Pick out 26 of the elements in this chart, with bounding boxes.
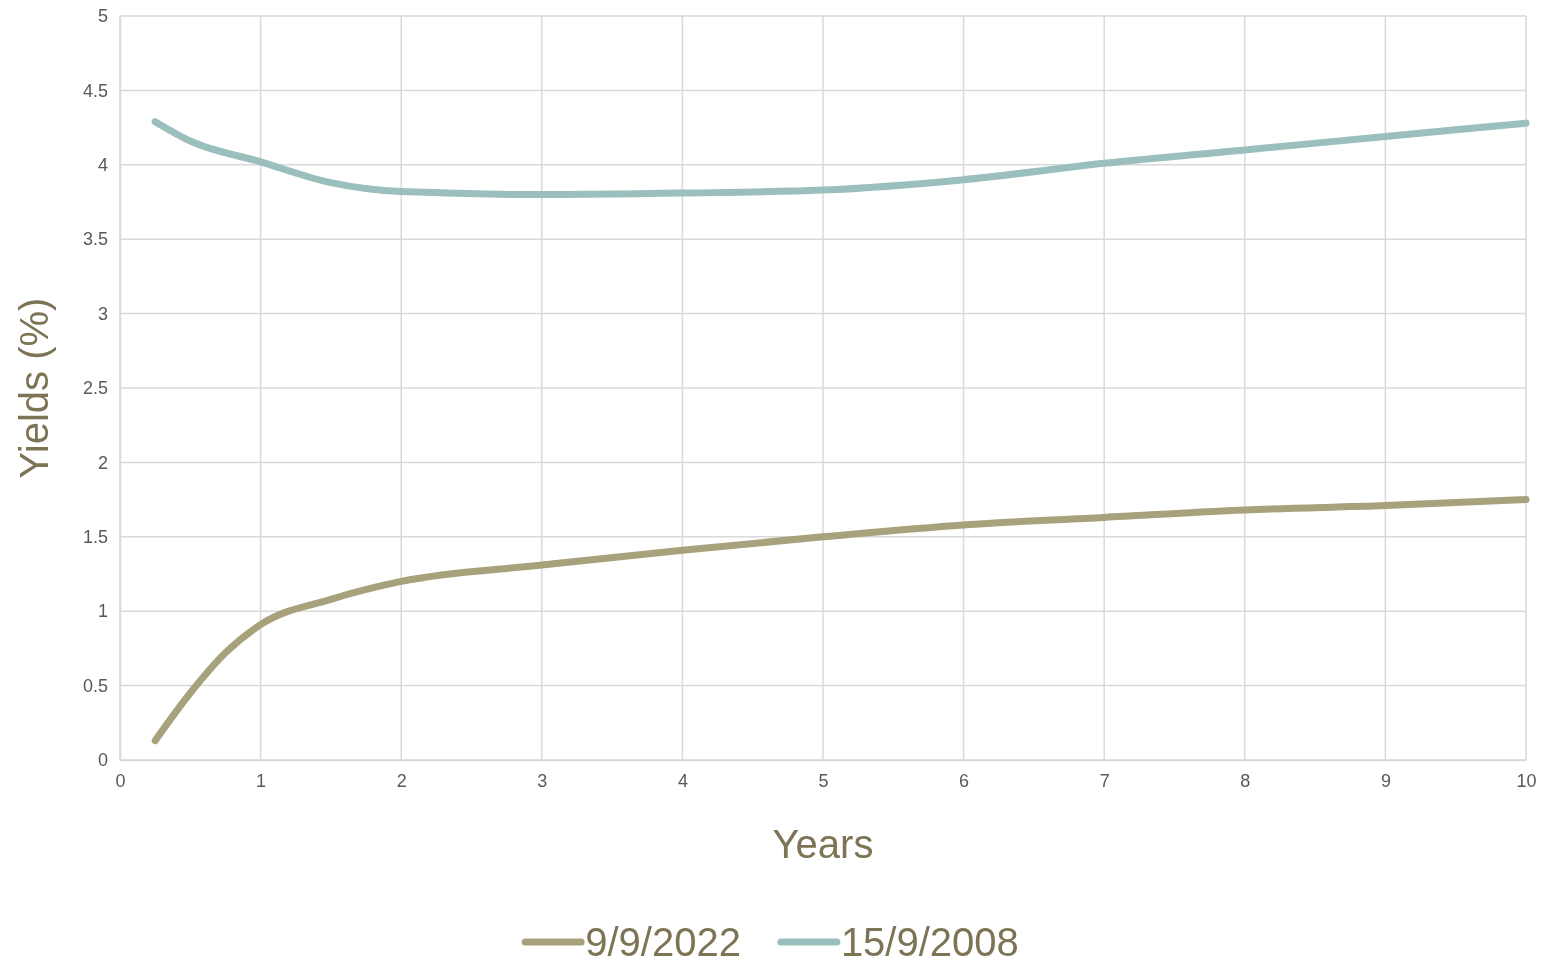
y-tick-label: 5 [97, 6, 108, 27]
y-tick-label: 2 [97, 452, 108, 473]
y-tick-label: 1.5 [82, 527, 108, 548]
y-axis-title: Yields (%) [12, 297, 56, 479]
x-tick-label: 4 [677, 770, 688, 791]
y-tick-label: 3.5 [82, 229, 108, 250]
x-tick-label: 0 [115, 770, 126, 791]
x-tick-label: 6 [959, 770, 970, 791]
x-tick-label: 5 [818, 770, 829, 791]
x-tick-label: 9 [1380, 770, 1391, 791]
y-tick-label: 0 [97, 750, 108, 771]
y-tick-label: 3 [97, 303, 108, 324]
legend-label: 15/9/2008 [840, 920, 1019, 962]
y-tick-label: 0.5 [82, 675, 108, 696]
x-tick-label: 3 [537, 770, 548, 791]
x-axis-title: Years [772, 822, 874, 866]
y-tick-label: 4 [97, 155, 108, 176]
x-tick-label: 1 [256, 770, 267, 791]
x-tick-label: 10 [1516, 770, 1537, 791]
x-tick-label: 7 [1099, 770, 1110, 791]
y-tick-label: 2.5 [82, 378, 108, 399]
x-tick-label: 2 [396, 770, 407, 791]
legend-label: 9/9/2022 [585, 920, 741, 962]
y-tick-label: 1 [97, 601, 108, 622]
x-tick-label: 8 [1240, 770, 1251, 791]
y-tick-label: 4.5 [82, 80, 108, 101]
